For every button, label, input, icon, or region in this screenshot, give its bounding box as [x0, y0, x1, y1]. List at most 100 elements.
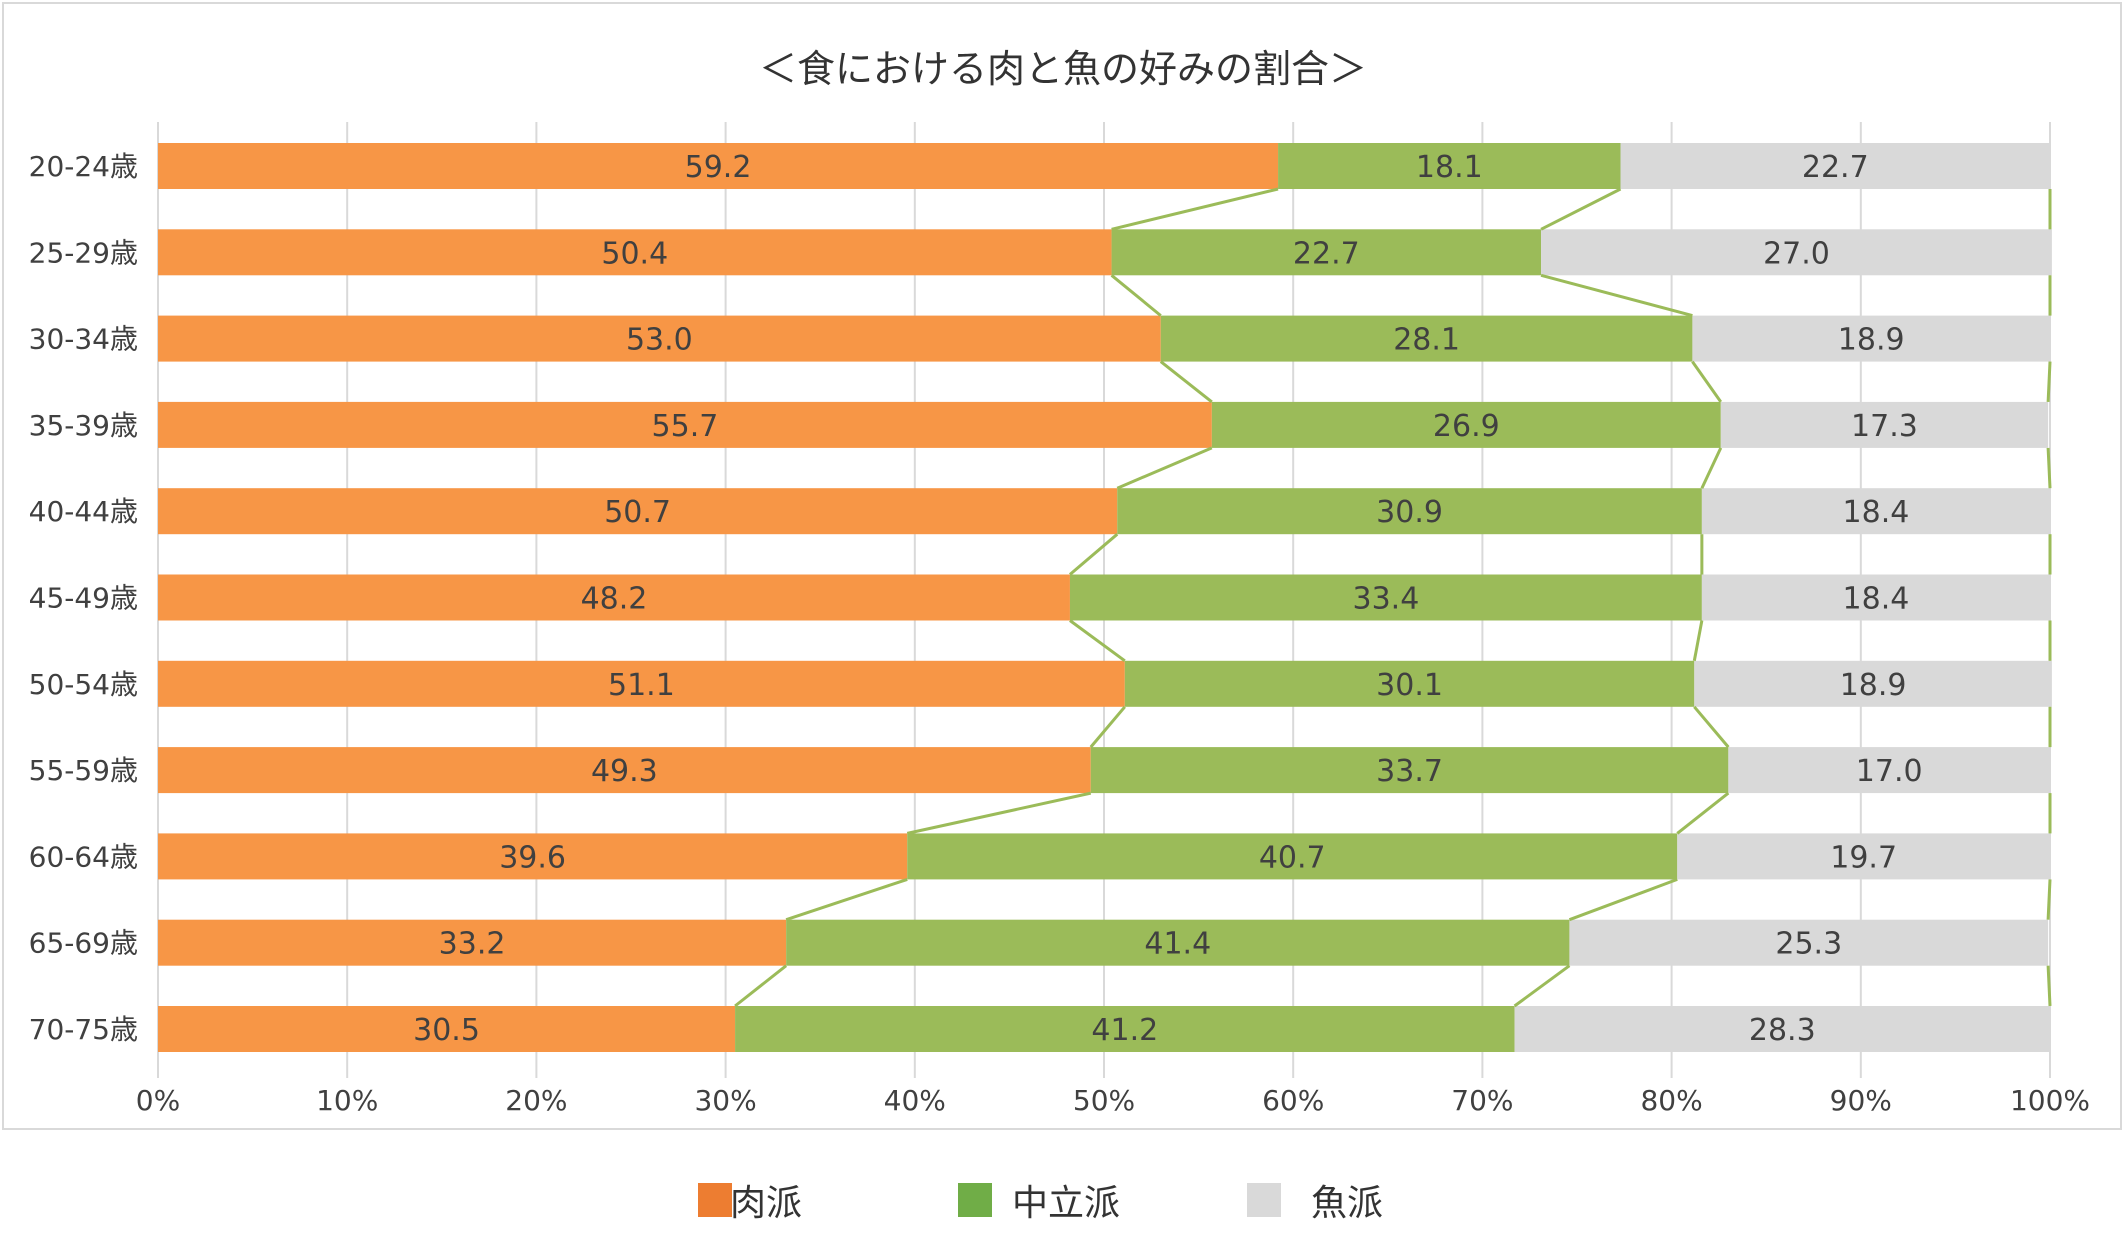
series-line: [1159, 360, 1213, 404]
bar-segment-meat: [158, 833, 908, 880]
legend-swatch-meat: [698, 1183, 732, 1217]
bar-segment-fish: [1728, 747, 2050, 794]
bar-segment-meat: [158, 747, 1091, 794]
data-label: 50.4: [601, 236, 668, 271]
x-tick-label: 80%: [1640, 1084, 1702, 1117]
series-line: [1110, 274, 1162, 317]
bar-segment-neutral: [907, 833, 1678, 880]
series-line: [1692, 620, 1704, 662]
legend: 肉派 中立派 魚派: [0, 1170, 2126, 1230]
bar-segment-meat: [158, 919, 787, 966]
series-line: [1116, 446, 1213, 490]
data-label: 18.1: [1416, 150, 1483, 185]
data-label: 22.7: [1802, 150, 1869, 185]
x-tick-label: 100%: [2010, 1084, 2090, 1117]
data-label: 48.2: [581, 582, 648, 617]
data-label: 18.4: [1843, 495, 1910, 530]
category-label: 35-39歳: [29, 409, 138, 442]
bar-segment-fish: [1620, 143, 2050, 189]
series-line: [1691, 360, 1723, 403]
bar-segment-neutral: [1069, 574, 1702, 621]
data-label: 40.7: [1259, 840, 1326, 875]
data-label: 49.3: [591, 754, 658, 789]
legend-label-meat: 肉派: [730, 1183, 803, 1224]
bar-segment-fish: [1720, 401, 2049, 448]
data-label: 53.0: [626, 323, 693, 358]
bar-segment-meat: [158, 488, 1118, 535]
series-line: [1693, 705, 1730, 749]
legend-swatch-neutral: [958, 1183, 992, 1217]
bar-segment-neutral: [1111, 229, 1542, 276]
data-label: 28.3: [1749, 1013, 1816, 1048]
data-label: 28.1: [1393, 323, 1460, 358]
data-label: 33.7: [1376, 754, 1443, 789]
category-label: 40-44歳: [29, 495, 138, 528]
series-line: [1700, 447, 1723, 489]
category-label: 60-64歳: [29, 840, 138, 873]
data-label: 41.4: [1144, 927, 1211, 962]
category-label: 65-69歳: [29, 927, 138, 960]
data-label: 27.0: [1763, 236, 1830, 271]
bar-segment-fish: [1569, 919, 2049, 966]
series-line: [1068, 533, 1119, 576]
bar-segment-fish: [1701, 574, 2050, 621]
category-label: 50-54歳: [29, 668, 138, 701]
x-tick-label: 30%: [694, 1084, 756, 1117]
data-label: 18.9: [1840, 668, 1907, 703]
data-label: 39.6: [499, 840, 566, 875]
data-label: 50.7: [604, 495, 671, 530]
category-label: 20-24歳: [29, 150, 138, 183]
bar-segment-neutral: [1124, 660, 1695, 707]
series-line: [1540, 273, 1693, 318]
data-label: 17.3: [1851, 409, 1918, 444]
legend-label-neutral: 中立派: [1012, 1183, 1121, 1224]
x-tick-label: 90%: [1830, 1084, 1892, 1117]
data-label: 30.1: [1376, 668, 1443, 703]
category-label: 30-34歳: [29, 323, 138, 356]
data-label: 41.2: [1091, 1013, 1158, 1048]
series-line: [2046, 361, 2052, 402]
bar-segment-fish: [1692, 315, 2050, 362]
series-line: [785, 877, 908, 922]
data-label: 51.1: [608, 668, 675, 703]
bar-segment-fish: [1694, 660, 2052, 707]
chart-title: ＜食における肉と魚の好みの割合＞: [759, 47, 1367, 91]
bar-segment-neutral: [1278, 143, 1621, 189]
bar-segment-meat: [158, 143, 1279, 189]
bar-segment-fish: [1677, 833, 2050, 880]
x-tick-label: 70%: [1451, 1084, 1513, 1117]
data-label: 18.4: [1843, 582, 1910, 617]
bar-segment-neutral: [1090, 747, 1729, 794]
series-line: [1513, 964, 1571, 1008]
legend-item-neutral: 中立派: [958, 1170, 1120, 1230]
series-line: [906, 791, 1092, 835]
bar-segment-neutral: [1211, 401, 1721, 448]
series-line: [1568, 877, 1678, 922]
category-label: 45-49歳: [29, 582, 138, 615]
bar-segment-meat: [158, 1006, 736, 1052]
x-tick-label: 40%: [884, 1084, 946, 1117]
data-label: 18.9: [1838, 323, 1905, 358]
x-tick-label: 10%: [316, 1084, 378, 1117]
series-line: [1089, 705, 1126, 749]
data-label: 19.7: [1830, 840, 1897, 875]
bar-segment-meat: [158, 401, 1212, 448]
data-label: 30.5: [413, 1013, 480, 1048]
bar-segment-meat: [158, 660, 1125, 707]
bar-segment-meat: [158, 229, 1112, 276]
series-line: [2046, 965, 2052, 1007]
x-tick-label: 20%: [505, 1084, 567, 1117]
data-label: 17.0: [1856, 754, 1923, 789]
data-label: 33.2: [439, 927, 506, 962]
bar-segment-neutral: [786, 919, 1570, 966]
x-tick-label: 50%: [1073, 1084, 1135, 1117]
series-line: [1069, 619, 1126, 663]
category-label: 25-29歳: [29, 236, 138, 269]
series-line: [734, 964, 788, 1008]
bar-segment-fish: [1701, 488, 2050, 535]
data-label: 22.7: [1293, 236, 1360, 271]
data-label: 33.4: [1353, 582, 1420, 617]
legend-item-meat: 肉派: [698, 1170, 802, 1230]
data-label: 25.3: [1775, 927, 1842, 962]
